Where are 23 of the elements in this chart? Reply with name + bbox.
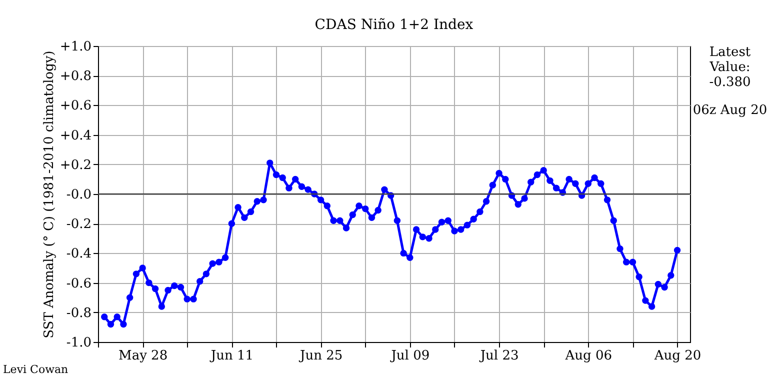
y-tick-label: -0.4 bbox=[66, 246, 92, 262]
y-axis-title: SST Anomaly (° C) (1981-2010 climatology) bbox=[42, 50, 57, 338]
y-tick-label: +0.6 bbox=[60, 98, 92, 114]
x-tick-label: Aug 06 bbox=[564, 348, 612, 364]
x-tick-label: Jul 23 bbox=[478, 348, 519, 364]
x-tick-label: Jun 25 bbox=[298, 348, 343, 364]
x-tick-label: Aug 20 bbox=[653, 348, 702, 364]
y-tick-label: +0.8 bbox=[60, 69, 92, 84]
y-tick-label: -0.2 bbox=[66, 217, 92, 232]
text: 06z Aug 20 bbox=[692, 103, 768, 118]
y-tick-label: +0.4 bbox=[60, 128, 92, 144]
x-tick-label: Jun 11 bbox=[208, 348, 254, 364]
y-tick-label: +0.2 bbox=[60, 158, 92, 173]
y-tick-label: -0.8 bbox=[66, 306, 92, 321]
chart-title: CDAS Niño 1+2 Index bbox=[314, 17, 474, 33]
text: Levi Cowan bbox=[3, 363, 68, 376]
y-tick-label: -0.6 bbox=[66, 276, 92, 292]
x-tick-label: Jul 09 bbox=[389, 348, 430, 364]
y-tick-label: -1.0 bbox=[66, 336, 92, 350]
x-tick-label: May 28 bbox=[118, 348, 168, 364]
y-tick-label: -0.0 bbox=[66, 188, 92, 202]
text: Latest Value: -0.380 bbox=[708, 45, 752, 90]
y-tick-label: +1.0 bbox=[60, 40, 92, 54]
